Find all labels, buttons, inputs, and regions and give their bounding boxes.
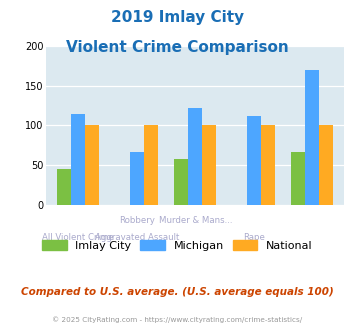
Text: Compared to U.S. average. (U.S. average equals 100): Compared to U.S. average. (U.S. average … [21,287,334,297]
Text: Violent Crime Comparison: Violent Crime Comparison [66,40,289,54]
Bar [202,125,216,205]
Legend: Imlay City, Michigan, National: Imlay City, Michigan, National [38,236,317,255]
Text: Aggravated Assault: Aggravated Assault [94,233,179,242]
Text: Robbery: Robbery [119,216,155,225]
Bar [291,151,305,205]
Bar [174,159,188,205]
Text: 2019 Imlay City: 2019 Imlay City [111,10,244,25]
Bar [247,116,261,205]
Bar [71,114,85,205]
Bar [261,125,275,205]
Bar [130,151,144,205]
Bar [319,125,333,205]
Text: Murder & Mans...: Murder & Mans... [158,216,232,225]
Bar [85,125,99,205]
Bar [57,169,71,205]
Bar [144,125,158,205]
Text: All Violent Crime: All Violent Crime [43,233,114,242]
Text: Rape: Rape [243,233,265,242]
Bar [188,108,202,205]
Text: © 2025 CityRating.com - https://www.cityrating.com/crime-statistics/: © 2025 CityRating.com - https://www.city… [53,317,302,323]
Bar [305,70,319,205]
